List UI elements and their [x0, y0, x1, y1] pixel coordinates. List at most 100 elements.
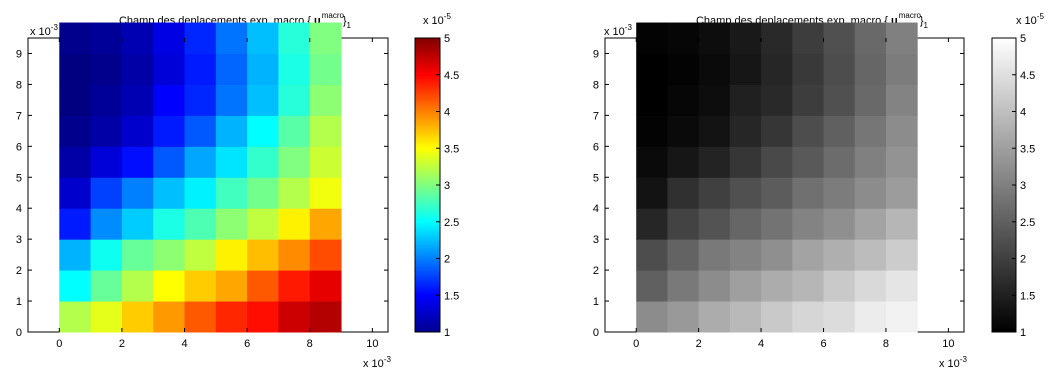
y-tick-label: 4: [593, 203, 599, 215]
heatmap-cell: [885, 239, 918, 271]
heatmap-cell: [761, 270, 793, 302]
heatmap-cell: [309, 84, 342, 116]
heatmap-cell: [761, 239, 793, 271]
colorbar-tick-label: 2.5: [1020, 217, 1035, 229]
colorbar-tick-label: 5: [1020, 33, 1026, 45]
heatmap-cell: [885, 177, 918, 209]
heatmap-cell: [854, 84, 887, 116]
heatmap-cell: [215, 239, 248, 271]
x-tick-label: 10: [366, 338, 378, 350]
x-tick-label: 0: [56, 338, 62, 350]
heatmap-cell: [215, 208, 248, 240]
heatmap-cell: [90, 239, 123, 271]
heatmap-cell: [59, 146, 92, 178]
heatmap-cell: [854, 22, 887, 54]
y-tick-label: 1: [16, 296, 22, 308]
y-tick-label: 4: [16, 203, 22, 215]
colorbar-tick-label: 3.5: [1020, 143, 1035, 155]
y-tick-label: 3: [16, 234, 22, 246]
heatmap-cell: [636, 53, 668, 85]
colorbar-tick-label: 2: [444, 254, 450, 266]
heatmap-cell: [247, 239, 279, 271]
plot-area: 0 2 4 6 8 10 0 1 2 3 4 5 6 7 8 9: [593, 22, 965, 350]
heatmap-cell: [184, 270, 217, 302]
x-tick-label: 0: [633, 338, 639, 350]
heatmap-cell: [247, 301, 279, 333]
heatmap-cell: [885, 84, 918, 116]
colorbar-tick-label: 3.5: [444, 143, 459, 155]
heatmap-cell: [792, 115, 825, 147]
heatmap-cell: [636, 239, 668, 271]
colorbar-tick-label: 3: [1020, 180, 1026, 192]
x-exponent-label: x 10-3: [363, 355, 391, 370]
heatmap-cell: [278, 301, 311, 333]
heatmap-cell: [698, 22, 731, 54]
heatmap-cell: [698, 53, 731, 85]
heatmap-cell: [215, 146, 248, 178]
heatmap-cell: [278, 177, 311, 209]
heatmap-cell: [247, 84, 279, 116]
plot-area: 0 2 4 6 8 10 0 1 2 3 4 5 6 7 8 9: [16, 22, 389, 350]
heatmap-cell: [184, 301, 217, 333]
heatmap-cell: [854, 53, 887, 85]
x-tick-label: 2: [119, 338, 125, 350]
y-tick-label: 6: [16, 141, 22, 153]
heatmap-cell: [90, 53, 123, 85]
heatmap-cell: [636, 301, 668, 333]
heatmap-cell: [153, 115, 186, 147]
colorbar-exponent-label: x 10-5: [423, 12, 451, 27]
heatmap-cell: [636, 22, 668, 54]
heatmap-cell: [792, 53, 825, 85]
heatmap-cell: [90, 270, 123, 302]
heatmap-cell: [309, 115, 342, 147]
heatmap-cell: [698, 177, 731, 209]
heatmap-cell: [278, 146, 311, 178]
heatmap-cell: [854, 146, 887, 178]
colorbar: 1 1.5 2 2.5 3 3.5 4 4.5 5 x 10-5: [414, 12, 459, 339]
heatmap-cells: [59, 22, 342, 333]
heatmap-cell: [90, 301, 123, 333]
heatmap-cell: [885, 22, 918, 54]
heatmap-cell: [667, 22, 700, 54]
heatmap-cell: [761, 177, 793, 209]
heatmap-cell: [636, 146, 668, 178]
heatmap-cell: [729, 301, 762, 333]
heatmap-cell: [729, 208, 762, 240]
y-tick-label: 5: [16, 172, 22, 184]
heatmap-cell: [309, 239, 342, 271]
heatmap-cell: [121, 53, 154, 85]
heatmap-cell: [729, 115, 762, 147]
heatmap-cell: [792, 301, 825, 333]
heatmap-cell: [215, 53, 248, 85]
heatmap-cell: [698, 208, 731, 240]
heatmap-cell: [153, 84, 186, 116]
heatmap-panel-jet: Champ des deplacements exp. macro {umacr…: [16, 11, 459, 370]
heatmap-cell: [215, 177, 248, 209]
colorbar-tick-label: 4.5: [1020, 70, 1035, 82]
heatmap-cell: [309, 177, 342, 209]
heatmap-cell: [90, 146, 123, 178]
x-tick-label: 8: [307, 338, 313, 350]
heatmap-cell: [854, 301, 887, 333]
y-tick-labels: 0 1 2 3 4 5 6 7 8 9: [593, 48, 964, 339]
heatmap-cell: [667, 115, 700, 147]
heatmap-cell: [59, 84, 92, 116]
heatmap-cell: [121, 208, 154, 240]
colorbar-tick-label: 1.5: [444, 290, 459, 302]
heatmap-cell: [215, 115, 248, 147]
heatmap-cell: [636, 208, 668, 240]
heatmap-cell: [667, 208, 700, 240]
y-tick-label: 5: [593, 172, 599, 184]
heatmap-cell: [247, 146, 279, 178]
heatmap-cell: [792, 22, 825, 54]
heatmap-cell: [885, 115, 918, 147]
colorbar-tick-label: 2: [1020, 254, 1026, 266]
heatmap-cell: [59, 208, 92, 240]
y-tick-label: 6: [593, 141, 599, 153]
heatmap-cell: [854, 239, 887, 271]
heatmap-cell: [59, 53, 92, 85]
heatmap-cell: [823, 208, 856, 240]
heatmap-cell: [823, 301, 856, 333]
heatmap-cell: [667, 177, 700, 209]
